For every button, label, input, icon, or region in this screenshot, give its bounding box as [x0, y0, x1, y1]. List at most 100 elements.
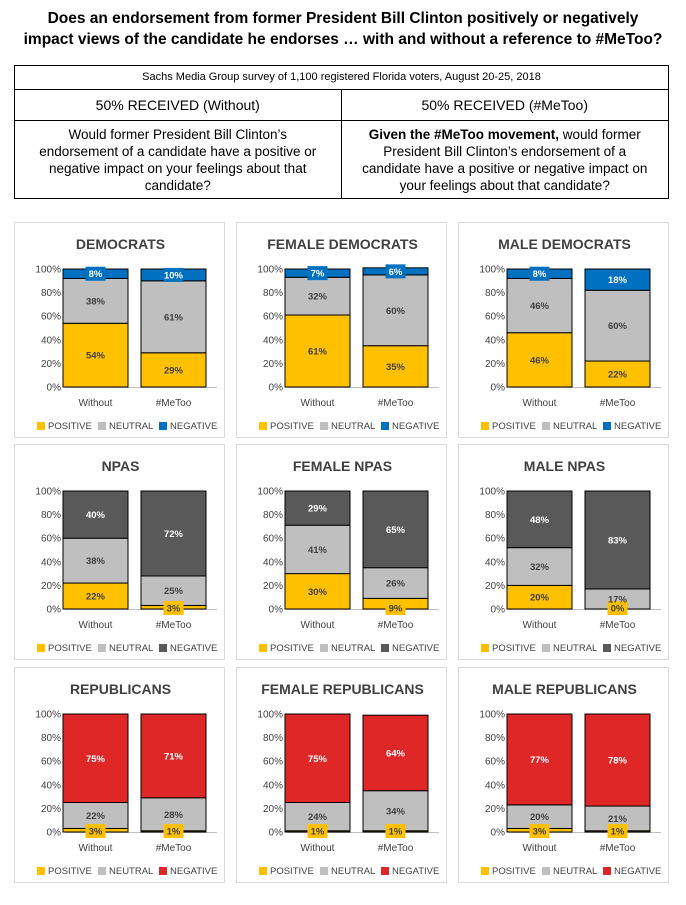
chart-panel: MALE DEMOCRATS 0% 20% 40% 60% 80% 100% 46% 46% 8%…	[458, 222, 669, 438]
chart-panel: FEMALE NPAS 0% 20% 40% 60% 80% 100% 30% 41% 29% Wi…	[236, 444, 447, 660]
data-label: 20%	[530, 812, 550, 823]
data-label: 1%	[167, 827, 181, 838]
data-label-box	[607, 824, 628, 838]
x-category-label: Without	[79, 398, 113, 409]
data-label: 21%	[608, 814, 628, 825]
y-tick-label: 60%	[485, 534, 505, 545]
data-label: 29%	[164, 365, 184, 376]
bar-segment-neutral	[506, 277, 573, 334]
x-category-label: Without	[301, 620, 335, 631]
legend-swatch-positive	[37, 422, 45, 430]
bar-segment-positive	[62, 322, 129, 388]
y-tick-label: 20%	[263, 359, 283, 370]
data-label: 26%	[386, 579, 406, 590]
legend-swatch-neutral	[542, 422, 550, 430]
data-label: 75%	[308, 754, 328, 765]
y-tick-label: 100%	[35, 710, 61, 721]
question-metoo-rest: would former President Bill Clinton’s en…	[362, 127, 648, 193]
data-label: 1%	[311, 827, 325, 838]
legend-swatch-neutral	[320, 422, 328, 430]
data-label: 71%	[164, 751, 184, 762]
chart-title: MALE REPUBLICANS	[492, 681, 637, 697]
stacked-bar-chart: DEMOCRATS 0% 20% 40% 60% 80% 100% 54% 38% 8% Witho…	[35, 236, 217, 432]
legend-swatch-negative	[381, 867, 389, 875]
y-tick-label: 60%	[41, 534, 61, 545]
chart-panel: DEMOCRATS 0% 20% 40% 60% 80% 100% 54% 38% 8% Witho…	[14, 222, 225, 438]
y-tick-label: 40%	[485, 335, 505, 346]
data-label: 30%	[308, 587, 328, 598]
data-label: 32%	[530, 562, 550, 573]
bar-segment-neutral	[284, 276, 351, 316]
data-label: 35%	[386, 362, 406, 373]
x-category-label: Without	[301, 843, 335, 854]
legend-label: NEGATIVE	[170, 643, 217, 654]
y-tick-label: 40%	[263, 780, 283, 791]
data-label: 72%	[164, 529, 184, 540]
legend-label: NEUTRAL	[331, 643, 375, 654]
data-label: 38%	[86, 296, 106, 307]
legend-swatch-neutral	[320, 867, 328, 875]
y-tick-label: 80%	[41, 733, 61, 744]
x-category-label: #MeToo	[600, 843, 636, 854]
bar-segment-positive	[362, 345, 429, 388]
data-label: 3%	[89, 827, 103, 838]
y-tick-label: 100%	[479, 710, 505, 721]
y-tick-label: 20%	[485, 359, 505, 370]
y-tick-label: 40%	[485, 557, 505, 568]
legend-swatch-positive	[259, 867, 267, 875]
data-label: 7%	[311, 269, 325, 280]
legend-label: POSITIVE	[48, 643, 92, 654]
y-tick-label: 0%	[269, 605, 284, 616]
legend-swatch-negative	[159, 644, 167, 652]
page-title-line-2: impact views of the candidate he endorse…	[23, 31, 663, 48]
legend-label: NEUTRAL	[331, 866, 375, 877]
data-label-box	[385, 601, 406, 615]
data-label: 48%	[530, 515, 550, 526]
y-tick-label: 60%	[263, 757, 283, 768]
y-tick-label: 60%	[41, 757, 61, 768]
y-tick-label: 100%	[257, 487, 283, 498]
data-label-box	[163, 267, 184, 282]
y-tick-label: 0%	[269, 383, 284, 394]
stacked-bar-chart: NPAS 0% 20% 40% 60% 80% 100% 22% 38% 40% Without 3%…	[35, 458, 217, 654]
legend-swatch-neutral	[98, 422, 106, 430]
bar-segment-neutral	[506, 547, 573, 586]
stacked-bar-chart: REPUBLICANS 0% 20% 40% 60% 80% 100% 3% 22% 75% Wit…	[35, 681, 217, 877]
data-label: 40%	[86, 510, 106, 521]
y-tick-label: 100%	[35, 265, 61, 276]
legend-swatch-positive	[481, 867, 489, 875]
bar-segment-negative	[584, 268, 651, 291]
chart-panel: REPUBLICANS 0% 20% 40% 60% 80% 100% 3% 22% 75% Wit…	[14, 667, 225, 883]
legend-label: NEGATIVE	[392, 866, 439, 877]
data-label: 25%	[164, 586, 184, 597]
x-category-label: #MeToo	[378, 398, 414, 409]
data-label: 29%	[308, 504, 328, 515]
y-tick-label: 40%	[41, 335, 61, 346]
y-tick-label: 100%	[257, 710, 283, 721]
data-label: 22%	[86, 592, 106, 603]
data-label: 83%	[608, 535, 628, 546]
legend-swatch-neutral	[542, 867, 550, 875]
bar-segment-neutral	[362, 567, 429, 599]
legend-label: POSITIVE	[270, 643, 314, 654]
legend-swatch-negative	[381, 644, 389, 652]
legend-swatch-positive	[481, 422, 489, 430]
bar-segment-positive	[62, 582, 129, 610]
legend-swatch-positive	[37, 867, 45, 875]
data-label: 24%	[308, 812, 328, 823]
y-tick-label: 60%	[485, 312, 505, 323]
bar-segment-negative	[506, 713, 573, 806]
data-label: 61%	[308, 347, 328, 358]
bar-segment-neutral	[362, 274, 429, 347]
data-label-box	[385, 264, 406, 279]
legend-swatch-negative	[603, 422, 611, 430]
stacked-bar-chart: MALE REPUBLICANS 0% 20% 40% 60% 80% 100% 3% 20% 7…	[479, 681, 661, 877]
legend-label: NEUTRAL	[109, 643, 153, 654]
chart-title: FEMALE NPAS	[293, 458, 392, 474]
stacked-bar-chart: FEMALE DEMOCRATS 0% 20% 40% 60% 80% 100% 61% 32%…	[257, 236, 439, 432]
data-label: 64%	[386, 748, 406, 759]
data-label: 6%	[389, 267, 403, 278]
data-label: 1%	[611, 827, 625, 838]
bar-segment-negative	[362, 490, 429, 569]
data-label: 22%	[608, 370, 628, 381]
